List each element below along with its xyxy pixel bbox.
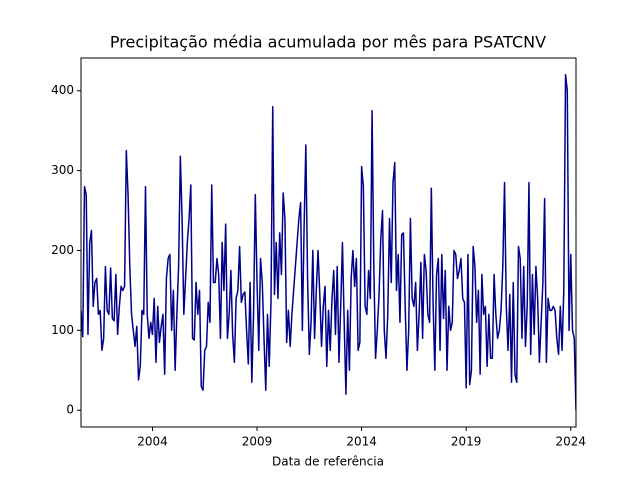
y-tick-label: 200 bbox=[51, 243, 74, 257]
x-tick-label: 2004 bbox=[137, 435, 168, 449]
x-tick-label: 2024 bbox=[555, 435, 586, 449]
x-axis-label: Data de referência bbox=[272, 455, 384, 469]
x-tick-label: 2014 bbox=[346, 435, 377, 449]
y-tick-label: 0 bbox=[66, 403, 74, 417]
data-line bbox=[81, 74, 576, 411]
y-tick-label: 100 bbox=[51, 323, 74, 337]
chart-title: Precipitação média acumulada por mês par… bbox=[110, 33, 546, 52]
x-tick-label: 2019 bbox=[451, 435, 482, 449]
plot-frame bbox=[80, 57, 577, 428]
y-tick-label: 400 bbox=[51, 83, 74, 97]
x-tick-label: 2009 bbox=[242, 435, 273, 449]
y-tick-label: 300 bbox=[51, 163, 74, 177]
